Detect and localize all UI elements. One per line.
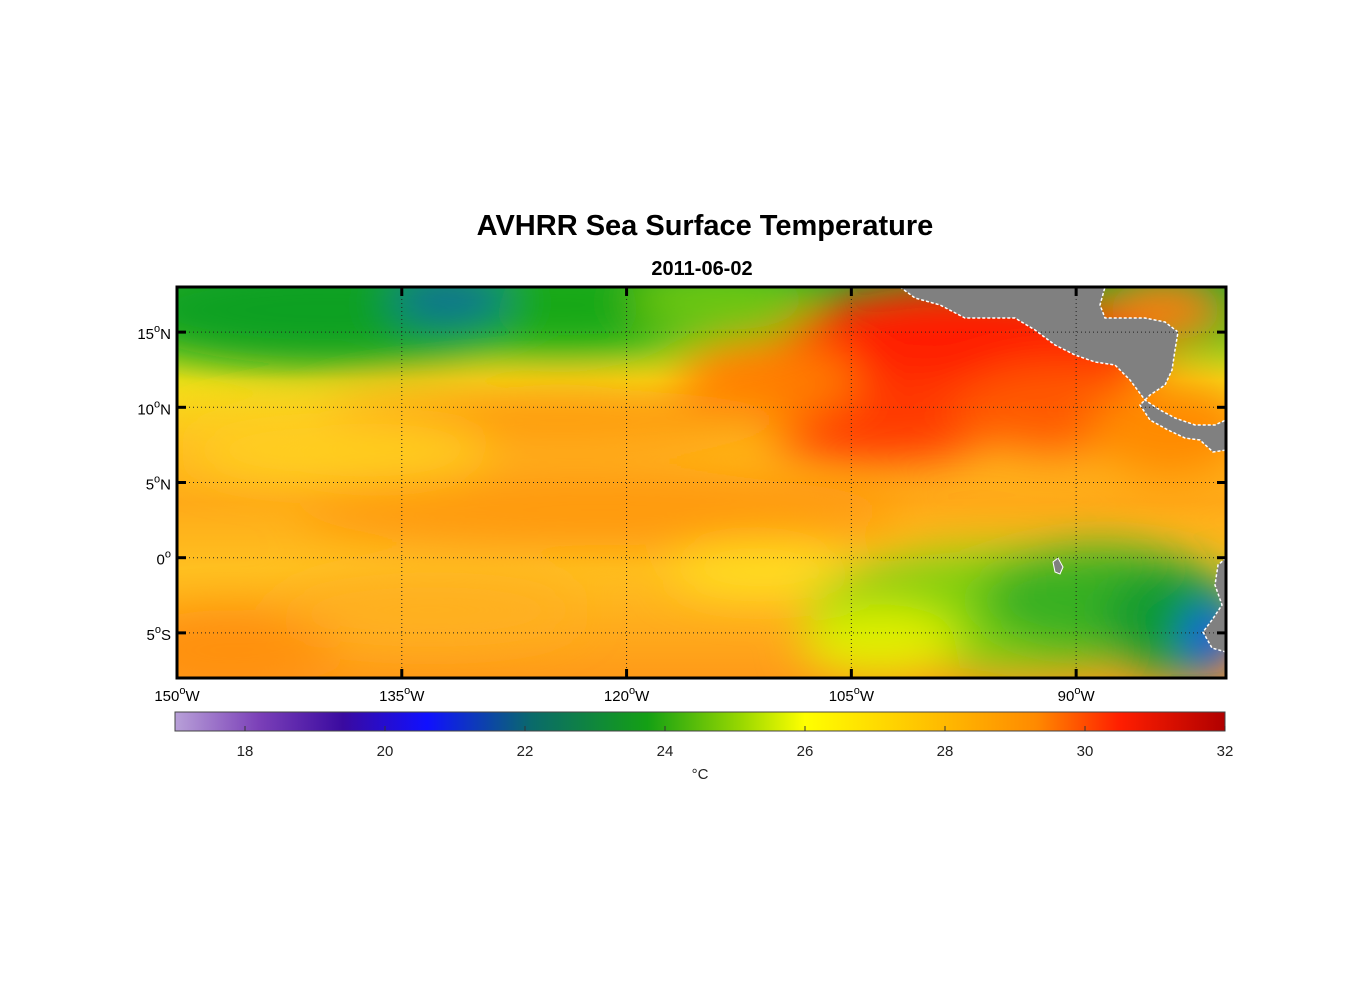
lat-tick-label: 0o — [157, 549, 171, 569]
colorbar-tick-label: 24 — [657, 743, 674, 760]
chart-title: AVHRR Sea Surface Temperature — [477, 210, 934, 242]
land-south-america — [1202, 557, 1226, 653]
colorbar-ticks: 18 20 22 24 26 28 30 32 — [237, 726, 1234, 760]
lat-tick-label: 5oN — [146, 474, 171, 494]
colorbar-tick-label: 28 — [937, 743, 954, 760]
lon-tick-label: 120oW — [604, 685, 650, 705]
chart-subtitle: 2011-06-02 — [651, 258, 752, 280]
lon-tick-label: 150oW — [154, 685, 200, 705]
colorbar-tick-label: 30 — [1077, 743, 1094, 760]
graticule — [177, 287, 1226, 678]
lon-tick-label: 90oW — [1058, 685, 1096, 705]
colorbar-tick-label: 18 — [237, 743, 254, 760]
colorbar-tick-label: 32 — [1217, 743, 1234, 760]
land-central-america — [898, 287, 1226, 453]
colorbar-scale — [174, 711, 1226, 732]
lon-tick-label: 135oW — [379, 685, 425, 705]
colorbar-tick-label: 20 — [377, 743, 394, 760]
colorbar-tick-label: 26 — [797, 743, 814, 760]
colorbar-unit-label: °C — [692, 766, 709, 783]
land-galapagos — [1052, 557, 1064, 575]
lat-tick-label: 5oS — [147, 624, 171, 644]
lon-tick-label: 105oW — [829, 685, 875, 705]
colorbar: 18 20 22 24 26 28 30 32 °C — [174, 711, 1234, 783]
colorbar-tick-label: 22 — [517, 743, 534, 760]
latitude-axis: 15oN 10oN 5oN 0o 5oS — [137, 323, 1226, 644]
sst-map — [177, 287, 1226, 678]
sst-field-overlay — [177, 287, 1226, 678]
longitude-axis: 150oW 135oW 120oW 105oW 90oW — [154, 287, 1095, 705]
lat-tick-label: 10oN — [137, 398, 171, 418]
lat-tick-label: 15oN — [137, 323, 171, 343]
